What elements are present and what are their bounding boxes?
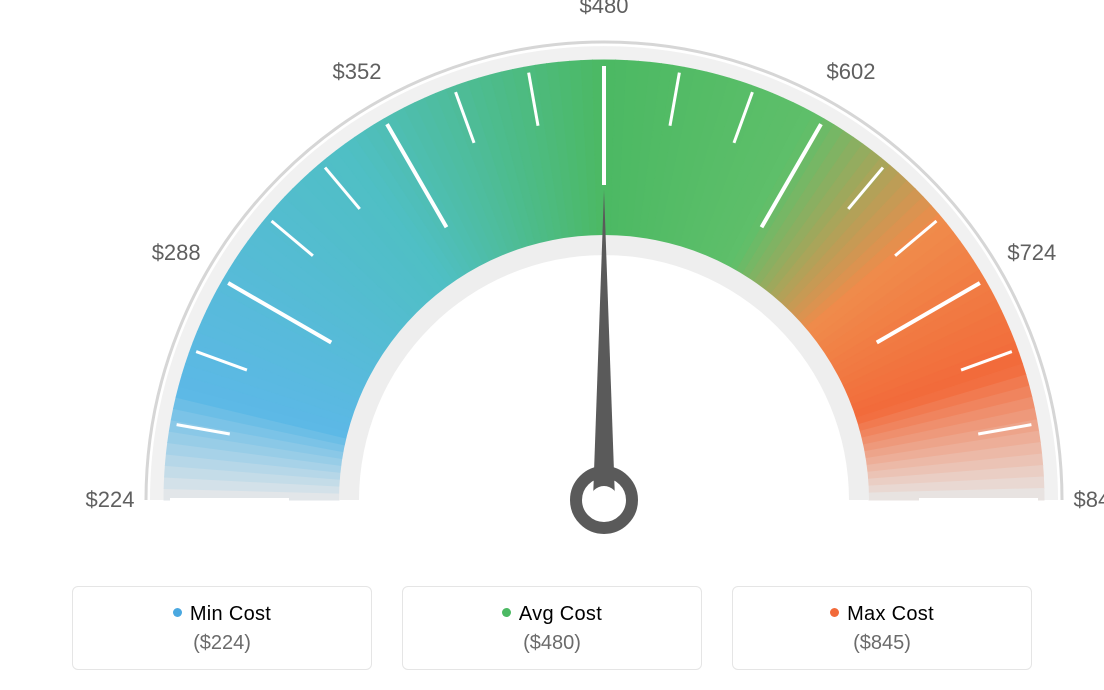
legend-card-min: Min Cost ($224) — [72, 586, 372, 670]
legend-title-avg: Avg Cost — [403, 603, 701, 626]
cost-gauge: $224$288$352$480$602$724$845 — [52, 20, 1052, 580]
legend-value-max: ($845) — [733, 632, 1031, 655]
gauge-tick-label: $224 — [86, 487, 135, 513]
legend-value-min: ($224) — [73, 632, 371, 655]
legend-title-min: Min Cost — [73, 603, 371, 626]
gauge-tick-label: $352 — [333, 59, 382, 85]
legend-card-max: Max Cost ($845) — [732, 586, 1032, 670]
legend-title-text: Min Cost — [190, 603, 271, 625]
dot-icon — [830, 608, 839, 617]
dot-icon — [173, 608, 182, 617]
legend-title-text: Avg Cost — [519, 603, 602, 625]
legend-card-avg: Avg Cost ($480) — [402, 586, 702, 670]
gauge-tick-label: $724 — [1007, 240, 1056, 266]
gauge-svg — [52, 20, 1104, 580]
gauge-tick-label: $288 — [152, 240, 201, 266]
legend-value-avg: ($480) — [403, 632, 701, 655]
gauge-tick-label: $480 — [580, 0, 629, 19]
legend-title-text: Max Cost — [847, 603, 934, 625]
legend-title-max: Max Cost — [733, 603, 1031, 626]
gauge-tick-label: $845 — [1074, 487, 1104, 513]
legend-row: Min Cost ($224) Avg Cost ($480) Max Cost… — [72, 586, 1032, 670]
gauge-tick-label: $602 — [827, 59, 876, 85]
dot-icon — [502, 608, 511, 617]
